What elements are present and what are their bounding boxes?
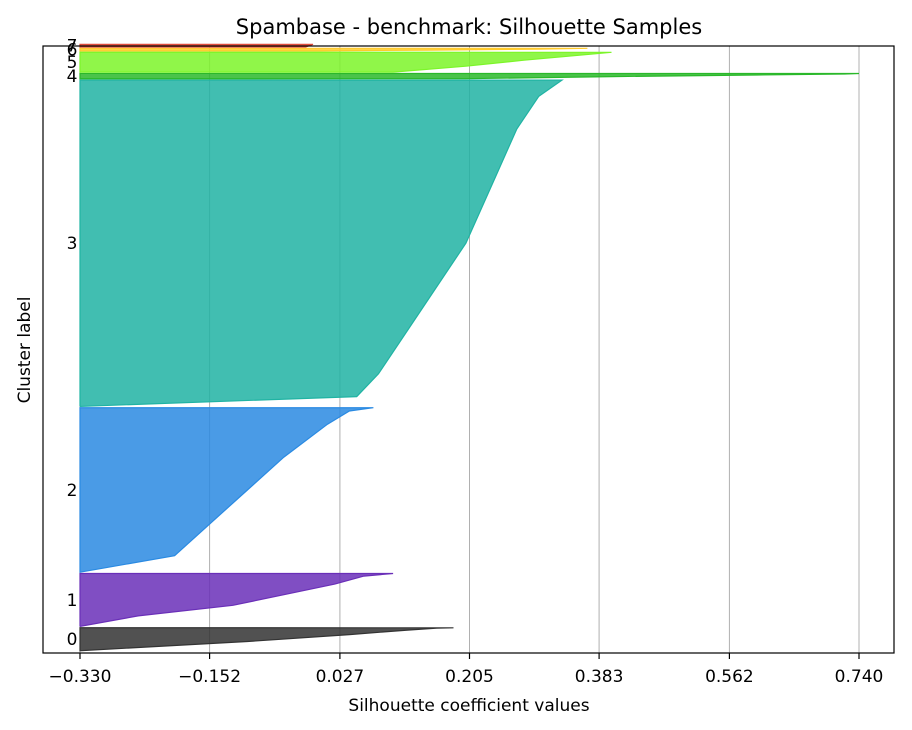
cluster-area-1: [79, 572, 394, 627]
x-tick-label: 0.383: [575, 667, 624, 687]
cluster-area-5: [79, 51, 612, 73]
cluster-label-1: 1: [67, 591, 78, 611]
x-tick-label: 0.740: [835, 667, 884, 687]
cluster-area-0: [79, 627, 454, 652]
x-tick-label: 0.027: [316, 667, 365, 687]
cluster-label-2: 2: [67, 481, 78, 501]
cluster-label-5: 5: [67, 53, 78, 73]
cluster-area-2: [79, 407, 374, 573]
cluster-area-6: [79, 47, 588, 52]
cluster-label-6: 6: [67, 41, 78, 61]
y-axis-label: Cluster label: [15, 297, 35, 404]
cluster-label-4: 4: [67, 67, 78, 87]
x-axis-label: Silhouette coefficient values: [348, 696, 589, 716]
cluster-area-3: [79, 79, 564, 407]
cluster-label-7: 7: [67, 37, 78, 57]
silhouette-areas: [79, 43, 860, 652]
x-tick-label: −0.330: [49, 667, 112, 687]
chart-title: Spambase - benchmark: Silhouette Samples: [236, 15, 702, 39]
cluster-area-4: [79, 72, 860, 80]
x-tick-label: 0.562: [705, 667, 754, 687]
x-axis-ticks: −0.330 −0.152 0.027 0.205 0.383 0.562 0.740: [49, 653, 884, 687]
x-tick-label: 0.205: [445, 667, 494, 687]
cluster-label-0: 0: [67, 630, 78, 650]
plot-frame: [42, 45, 895, 654]
x-tick-label: −0.152: [178, 667, 241, 687]
cluster-label-3: 3: [67, 234, 78, 254]
